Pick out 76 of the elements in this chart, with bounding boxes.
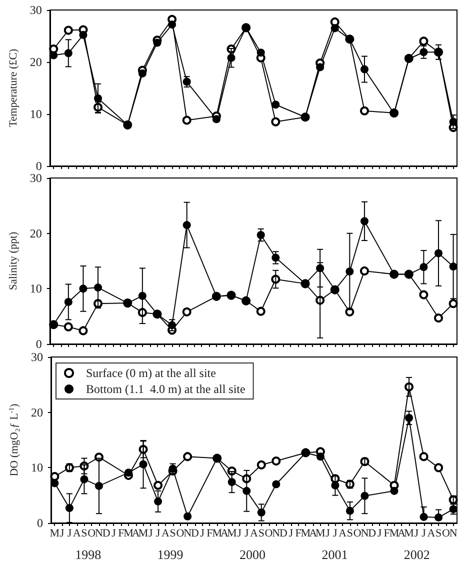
x-tick-label: J (67, 528, 72, 540)
x-tick-label: S (435, 528, 442, 540)
x-tick-label: O (442, 528, 450, 540)
text: 1999 (157, 547, 184, 562)
x-tick-label: N (184, 528, 192, 540)
x-tick-label: J (333, 528, 338, 540)
x-tick-label: O (176, 528, 184, 540)
x-tick-label: J (148, 528, 154, 540)
y-tick-label: 0 (36, 337, 42, 351)
y-tick-label: 20 (30, 55, 42, 69)
x-tick-label: M (212, 528, 222, 540)
y-tick-label: 0 (36, 159, 42, 173)
x-tick-label: A (220, 528, 228, 540)
x-tick-label: F (384, 528, 390, 540)
y-tick-label: 30 (30, 3, 42, 17)
x-tick-label: J (200, 528, 206, 540)
x-tick-label: J (414, 528, 420, 540)
y-tick-label: 20 (30, 226, 42, 240)
x-tick-label: J (377, 528, 382, 540)
x-tick-label: M (226, 528, 237, 540)
x-tick-label: A (309, 528, 318, 540)
x-tick-label: J (422, 528, 427, 540)
x-tick-label: J (237, 528, 242, 540)
legend-label: Bottom (1.1 4.0 m) at the all site (86, 382, 246, 396)
x-tick-label: O (353, 528, 362, 540)
x-tick-label: A (398, 528, 406, 540)
x-tick-label: J (112, 528, 117, 540)
x-tick-label: A (338, 528, 347, 540)
x-tick-label: A (72, 528, 81, 540)
y-tick-label: 30 (30, 171, 42, 185)
y-tick-label: 10 (31, 460, 43, 475)
x-tick-label: A (132, 528, 140, 540)
text: 2002 (404, 547, 430, 562)
text: 1998 (75, 547, 102, 562)
x-tick-label: S (81, 528, 88, 540)
y-axis-title: Salinity (ppt) (8, 231, 20, 290)
x-tick-label: M (300, 528, 311, 540)
x-tick-label: F (118, 528, 124, 540)
x-tick-label: A (161, 528, 170, 540)
x-tick-label: S (258, 528, 264, 540)
y-tick-label: 10 (30, 282, 42, 296)
x-tick-label: N (272, 528, 280, 540)
x-tick-label: M (124, 528, 134, 540)
x-tick-label: F (295, 528, 302, 540)
y-tick-label: 10 (30, 107, 42, 121)
x-tick-label: D (368, 528, 376, 540)
y-axis-title: Temperature (£C) (8, 48, 20, 128)
x-tick-label: N (360, 528, 369, 540)
x-tick-label: S (170, 528, 176, 540)
x-tick-label: D (102, 528, 110, 540)
x-tick-label: M (389, 528, 400, 540)
x-tick-label: M (138, 528, 148, 540)
y-tick-label: 20 (31, 405, 43, 420)
x-tick-label: N (95, 528, 104, 540)
legend-label: Surface (0 m) at the all site (86, 366, 216, 380)
x-tick-label: F (206, 528, 213, 540)
x-tick-label: M (404, 528, 414, 540)
x-tick-label: D (190, 528, 199, 540)
x-tick-label: J (156, 528, 161, 540)
y-tick-label: 0 (37, 516, 43, 530)
y-tick-label: 30 (31, 350, 43, 364)
text: 2001 (322, 547, 348, 562)
x-tick-label: S (346, 528, 354, 540)
text: 2000 (240, 547, 266, 562)
x-tick-label: O (88, 528, 96, 540)
x-tick-label: M (50, 528, 60, 540)
x-tick-label: N (449, 528, 458, 540)
x-tick-label: J (60, 528, 65, 540)
x-tick-label: J (326, 528, 331, 540)
x-tick-label: D (280, 528, 288, 540)
x-tick-label: A (250, 528, 258, 540)
x-tick-label: M (316, 528, 326, 540)
x-tick-label: J (288, 528, 294, 540)
x-tick-label: A (427, 528, 436, 540)
x-tick-label: O (264, 528, 273, 540)
x-tick-label: J (244, 528, 250, 540)
